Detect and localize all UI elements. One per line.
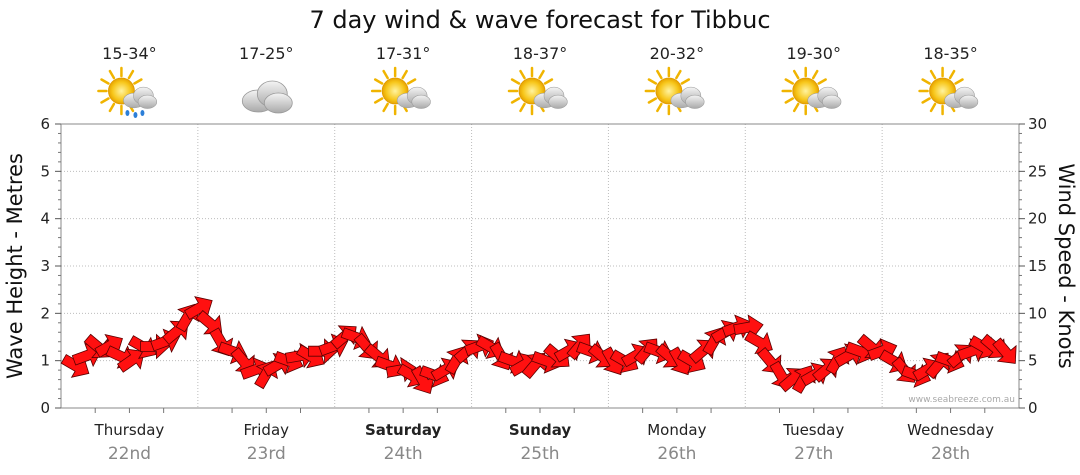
- right-tick-label: 25: [1028, 162, 1047, 180]
- sun-cloud-icon: [781, 66, 842, 116]
- left-tick-label: 4: [40, 210, 50, 228]
- wind-arrow: [410, 365, 435, 394]
- watermark: www.seabreeze.com.au: [908, 395, 1015, 405]
- right-tick-label: 30: [1028, 115, 1047, 133]
- day-date-label: 24th: [384, 444, 423, 464]
- day-date-label: 26th: [657, 444, 696, 464]
- sun-cloud-icon: [370, 66, 431, 116]
- day-name-label: Saturday: [365, 421, 442, 439]
- day-date-label: 22nd: [108, 444, 151, 464]
- right-tick-label: 15: [1028, 257, 1047, 275]
- temperature-range: 20-32°: [650, 44, 705, 63]
- sun-cloud-icon: [918, 66, 979, 116]
- temperature-range: 17-31°: [376, 44, 431, 63]
- wind-arrow: [116, 348, 145, 373]
- temperature-range: 18-37°: [513, 44, 568, 63]
- left-tick-label: 6: [40, 115, 50, 133]
- cloud-icon: [241, 80, 293, 114]
- day-date-label: 25th: [520, 444, 559, 464]
- day-name-label: Sunday: [509, 421, 572, 439]
- left-tick-label: 2: [40, 304, 50, 322]
- left-tick-label: 3: [40, 257, 50, 275]
- left-axis-title: Wave Height - Metres: [3, 153, 27, 379]
- day-date-label: 27th: [794, 444, 833, 464]
- right-tick-label: 20: [1028, 210, 1047, 228]
- temperature-range: 18-35°: [923, 44, 978, 63]
- chart-title: 7 day wind & wave forecast for Tibbuc: [309, 6, 770, 34]
- wind-arrow: [992, 337, 1017, 364]
- left-tick-label: 1: [40, 352, 50, 370]
- left-tick-label: 0: [40, 399, 50, 417]
- left-tick-label: 5: [40, 162, 50, 180]
- sun-cloud-icon: [507, 66, 568, 116]
- day-name-label: Monday: [647, 421, 706, 439]
- day-name-label: Wednesday: [907, 421, 994, 439]
- sun-cloud-rain-icon: [97, 66, 158, 118]
- day-name-label: Thursday: [94, 421, 165, 439]
- day-date-label: 28th: [931, 444, 970, 464]
- day-axis: Thursday 22nd Friday 23rd Saturday 24th Sunday…: [94, 408, 994, 464]
- temperature-range: 15-34°: [102, 44, 157, 63]
- temperature-range: 17-25°: [239, 44, 294, 63]
- day-name-label: Tuesday: [782, 421, 844, 439]
- temperature-range: 19-30°: [786, 44, 841, 63]
- wind-arrow-series: [60, 296, 1017, 394]
- right-tick-label: 5: [1028, 352, 1038, 370]
- day-name-label: Friday: [244, 421, 290, 439]
- sun-cloud-icon: [644, 66, 705, 116]
- right-tick-label: 10: [1028, 304, 1047, 322]
- day-date-label: 23rd: [247, 444, 286, 464]
- wind-arrow: [733, 314, 764, 340]
- right-axis-title: Wind Speed - Knots: [1054, 163, 1078, 368]
- right-tick-label: 0: [1028, 399, 1038, 417]
- daily-forecast-row: 15-34° 17-25° 17-31° 18-37° 20-32° 19-30° 18-3…: [97, 44, 979, 118]
- left-axis: 0 1 2 3 4 5 6: [40, 115, 61, 417]
- right-axis: 0 5 10 15 20 25 30: [1019, 115, 1047, 417]
